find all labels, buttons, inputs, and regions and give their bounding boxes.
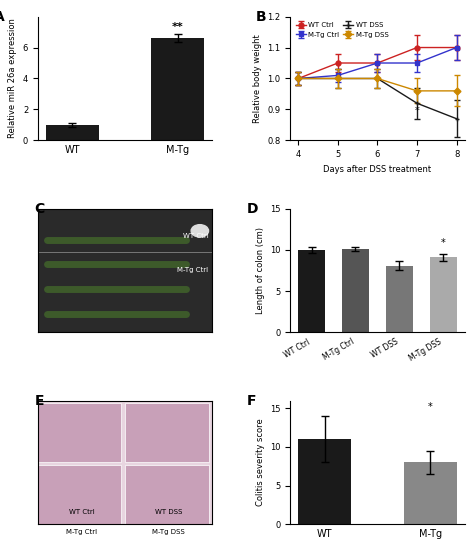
Bar — [151, 38, 204, 140]
Text: WT DSS: WT DSS — [155, 509, 182, 516]
Text: WT Ctrl: WT Ctrl — [69, 509, 94, 516]
X-axis label: Days after DSS treatment: Days after DSS treatment — [323, 164, 431, 174]
Text: **: ** — [172, 22, 183, 32]
Bar — [404, 463, 456, 524]
Text: E: E — [35, 394, 44, 408]
Bar — [38, 403, 121, 463]
Text: M-Tg Ctrl: M-Tg Ctrl — [177, 268, 209, 273]
Text: B: B — [255, 10, 266, 24]
Text: A: A — [0, 10, 5, 24]
Bar — [430, 257, 456, 332]
Bar — [298, 439, 351, 524]
Y-axis label: Relative miR 26a expression: Relative miR 26a expression — [8, 19, 17, 139]
Text: *: * — [428, 402, 433, 412]
Text: D: D — [247, 203, 258, 216]
Text: F: F — [247, 394, 256, 408]
Bar — [342, 249, 369, 332]
Y-axis label: Length of colon (cm): Length of colon (cm) — [255, 227, 264, 314]
Bar — [386, 266, 413, 332]
Y-axis label: Relative body weight: Relative body weight — [253, 34, 262, 123]
Text: M-Tg DSS: M-Tg DSS — [152, 529, 185, 535]
Bar — [298, 250, 325, 332]
Y-axis label: Colitis severity score: Colitis severity score — [255, 418, 264, 506]
Bar — [125, 403, 209, 463]
Bar — [125, 465, 209, 524]
Bar — [46, 125, 99, 140]
Legend: WT Ctrl, M-Tg Ctrl, WT DSS, M-Tg DSS: WT Ctrl, M-Tg Ctrl, WT DSS, M-Tg DSS — [294, 20, 391, 40]
Text: WT Ctrl: WT Ctrl — [183, 233, 209, 239]
Bar — [38, 465, 121, 524]
Text: C: C — [35, 203, 45, 216]
Text: *: * — [415, 105, 419, 116]
Text: *: * — [441, 238, 446, 248]
Text: M-Tg Ctrl: M-Tg Ctrl — [66, 529, 97, 535]
Circle shape — [191, 225, 209, 237]
